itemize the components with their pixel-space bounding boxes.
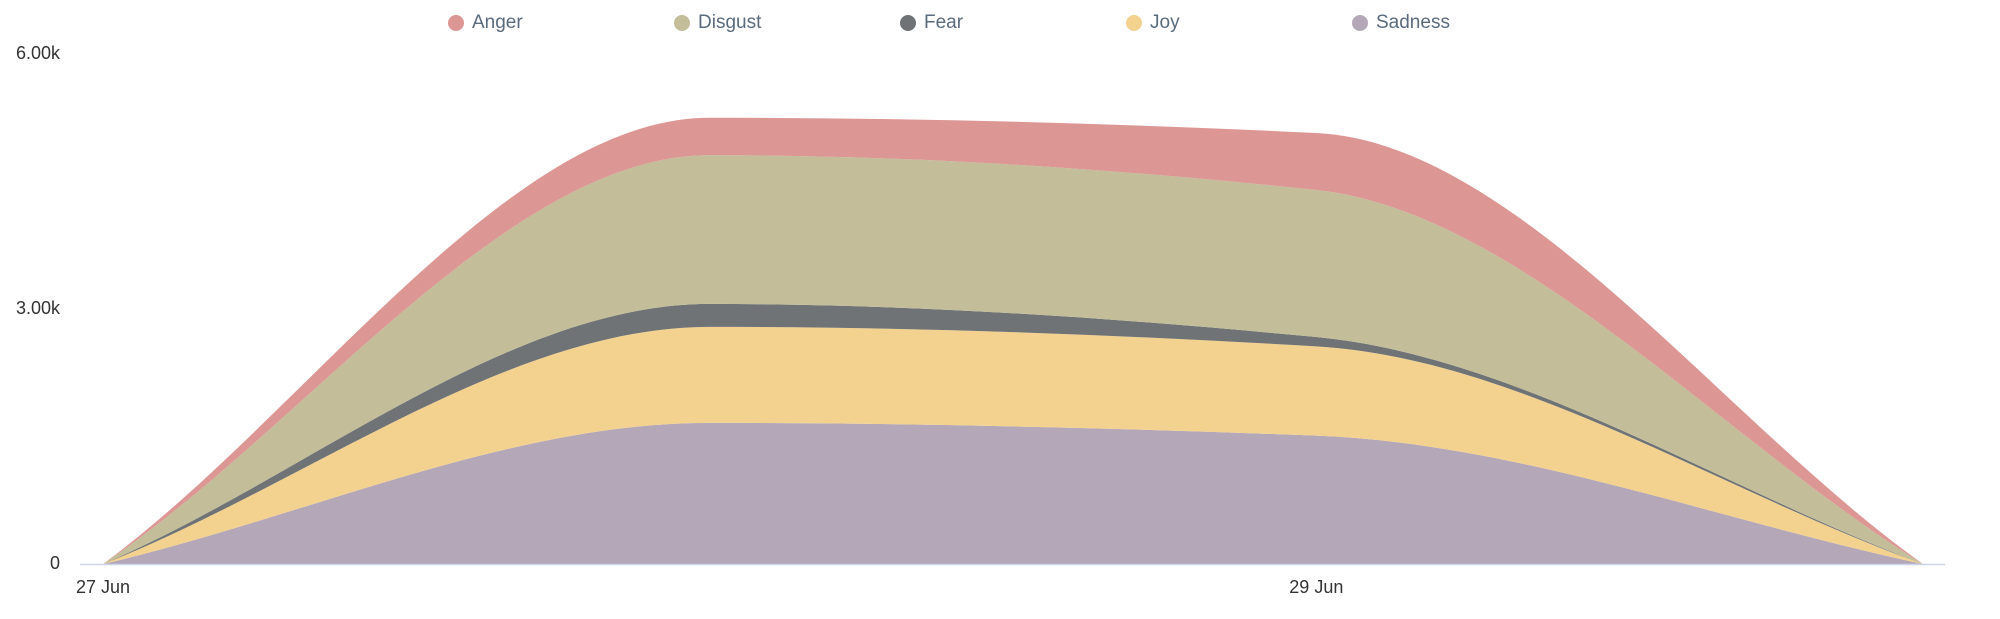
legend-label: Anger [472, 12, 523, 33]
legend-swatch [448, 15, 464, 31]
legend-item[interactable]: Fear [900, 12, 964, 33]
legend-item[interactable]: Sadness [1352, 12, 1450, 33]
area [103, 422, 1923, 564]
legend: Anger Disgust Fear Joy Sadness [448, 12, 1450, 33]
y-tick-label: 6.00k [16, 43, 61, 63]
x-tick-label: 29 Jun [1289, 577, 1343, 597]
y-tick-label: 0 [50, 553, 60, 573]
legend-swatch [1352, 15, 1368, 31]
x-tick-label: 27 Jun [76, 577, 130, 597]
legend-label: Sadness [1376, 12, 1450, 33]
legend-item[interactable]: Disgust [674, 12, 762, 33]
area [103, 155, 1923, 564]
legend-swatch [900, 15, 916, 31]
legend-item[interactable]: Anger [448, 12, 523, 33]
area [103, 117, 1923, 564]
y-tick-label: 3.00k [16, 298, 61, 318]
legend-item[interactable]: Joy [1126, 12, 1180, 33]
legend-label: Joy [1150, 12, 1180, 33]
areas [103, 117, 1923, 564]
legend-label: Disgust [698, 12, 762, 33]
area [103, 326, 1923, 564]
legend-swatch [1126, 15, 1142, 31]
legend-label: Fear [924, 12, 964, 33]
legend-swatch [674, 15, 690, 31]
